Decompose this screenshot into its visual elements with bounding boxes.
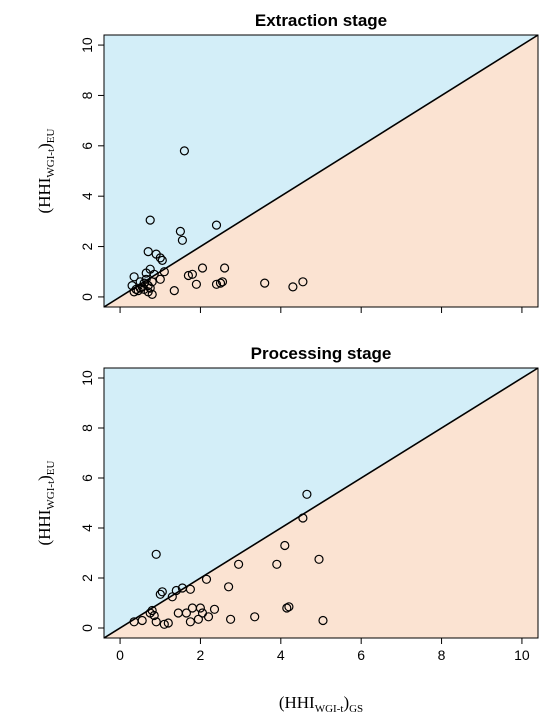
data-point — [302, 489, 312, 499]
data-point — [163, 618, 173, 628]
data-point — [181, 608, 191, 618]
y-tick-label: 2 — [79, 574, 95, 582]
data-point — [145, 215, 155, 225]
chart-title: Extraction stage — [255, 11, 387, 30]
data-point — [211, 220, 222, 230]
y-tick-label: 6 — [79, 142, 95, 150]
data-point — [224, 582, 234, 592]
data-point — [143, 247, 153, 257]
data-point — [318, 615, 328, 626]
data-point — [314, 554, 324, 564]
x-tick-label: 4 — [277, 647, 285, 663]
diagonal-reference-line — [103, 34, 539, 308]
data-point — [288, 282, 298, 292]
y-tick-label: 10 — [79, 37, 95, 53]
data-point — [155, 253, 165, 263]
data-point — [220, 263, 230, 273]
data-point — [145, 283, 155, 293]
y-tick-label: 0 — [79, 624, 95, 632]
y-tick-label: 8 — [79, 91, 95, 99]
data-point — [147, 289, 157, 299]
data-point — [137, 615, 147, 626]
data-point — [260, 278, 270, 288]
data-point — [284, 602, 294, 612]
diagonal-reference-line — [103, 367, 539, 639]
data-point — [157, 587, 167, 597]
data-point — [169, 286, 179, 296]
data-point — [272, 559, 282, 569]
data-point — [195, 603, 205, 613]
x-axis-label: (HHIWGI-t)GS — [279, 693, 363, 715]
data-point — [203, 612, 214, 622]
x-tick-label: 6 — [357, 647, 365, 663]
x-tick-label: 0 — [116, 647, 124, 663]
x-tick-label: 10 — [514, 647, 530, 663]
data-point — [141, 274, 151, 284]
data-point — [151, 549, 161, 559]
data-point — [280, 540, 290, 551]
data-point — [179, 146, 189, 156]
data-point — [171, 585, 181, 596]
data-point — [211, 279, 222, 289]
data-point — [201, 574, 212, 584]
data-point — [149, 610, 159, 621]
data-point — [185, 617, 195, 627]
data-point — [135, 277, 145, 287]
x-tick-label: 8 — [438, 647, 446, 663]
data-point — [191, 279, 201, 289]
data-point — [226, 614, 236, 624]
y-tick-label: 2 — [79, 242, 95, 250]
data-point — [215, 278, 226, 288]
data-point — [175, 226, 185, 236]
data-point — [155, 274, 165, 284]
data-point — [197, 263, 208, 273]
y-tick-label: 6 — [79, 474, 95, 482]
y-axis-label: (HHIWGI-t)EU — [35, 460, 57, 545]
data-point — [282, 603, 292, 613]
y-tick-label: 8 — [79, 424, 95, 432]
data-point — [298, 513, 308, 523]
x-tick-label: 2 — [197, 647, 205, 663]
data-point — [183, 270, 193, 281]
data-point — [129, 272, 139, 282]
data-point — [149, 269, 159, 279]
data-point — [147, 605, 157, 616]
data-point — [167, 592, 177, 602]
data-point — [187, 269, 197, 279]
data-point — [155, 589, 165, 599]
data-point — [157, 255, 167, 265]
data-point — [234, 559, 244, 569]
y-axis-label: (HHIWGI-t)EU — [35, 128, 57, 213]
data-point — [185, 584, 195, 594]
data-point — [217, 277, 228, 287]
data-point — [193, 614, 203, 624]
data-point — [159, 619, 169, 629]
extraction-panel: Extraction stage 0 2 4 6 8 10 (HHIWGI-t)EU — [35, 11, 539, 313]
y-tick-label: 4 — [79, 192, 95, 200]
data-point — [209, 604, 220, 614]
processing-panel: Processing stage 0 2 4 6 8 10 0 2 4 6 8 10 (HHIWGI-t)… — [35, 344, 539, 663]
chart-title: Processing stage — [251, 344, 392, 363]
data-point — [298, 277, 308, 287]
data-point — [177, 235, 187, 245]
y-tick-label: 4 — [79, 524, 95, 532]
y-tick-label: 0 — [79, 293, 95, 301]
data-point — [151, 617, 161, 627]
y-tick-label: 10 — [79, 370, 95, 386]
data-point — [250, 612, 260, 622]
data-point — [159, 267, 169, 277]
